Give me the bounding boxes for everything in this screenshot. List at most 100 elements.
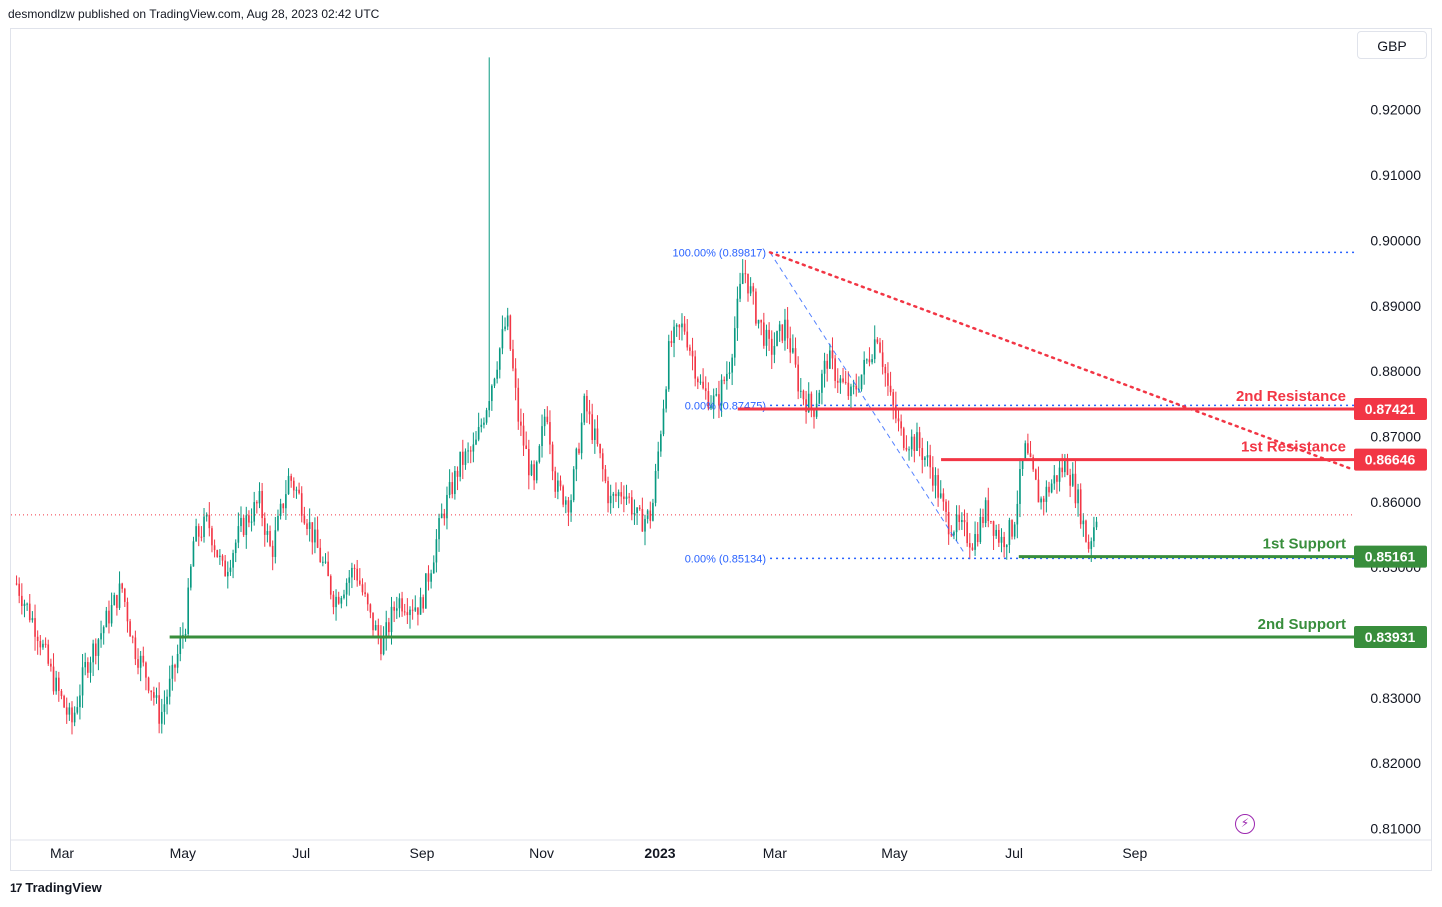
candle-body <box>245 515 248 535</box>
candle-body <box>525 445 527 450</box>
candle-body <box>744 273 747 275</box>
candle-body <box>1085 520 1087 542</box>
candle-body <box>266 531 269 535</box>
candle-body <box>137 659 139 668</box>
candle-body <box>229 567 232 572</box>
candle-body <box>976 534 979 543</box>
candle-body <box>530 464 533 476</box>
candle-body <box>87 661 89 673</box>
candle-body <box>39 641 42 648</box>
candle-body <box>512 349 514 369</box>
candle-body <box>1005 544 1008 548</box>
candle-body <box>596 428 599 444</box>
candle-body <box>992 521 995 536</box>
candle-body <box>448 482 451 495</box>
candle-body <box>741 273 744 284</box>
candle-body <box>509 315 512 350</box>
candle-body <box>1032 457 1034 470</box>
candle-body <box>1074 473 1077 504</box>
candle-body <box>739 283 741 299</box>
candle-body <box>467 450 469 452</box>
candle-body <box>665 389 667 409</box>
candle-body <box>60 690 63 697</box>
candle-body <box>36 636 39 642</box>
candle-body <box>269 531 271 546</box>
candle-body <box>947 511 950 535</box>
candle-body <box>311 522 314 543</box>
candle-body <box>192 541 195 567</box>
candle-body <box>831 350 834 359</box>
candle-body <box>895 405 897 419</box>
candle-body <box>799 390 802 392</box>
fib-label: 0.00% (0.85134) <box>685 553 766 565</box>
candle-body <box>1069 474 1071 486</box>
candle-body <box>216 550 219 557</box>
candle-body <box>1019 469 1021 504</box>
candle-body <box>219 555 221 557</box>
candle-body <box>652 502 654 521</box>
candle-body <box>588 411 591 415</box>
candle-body <box>253 502 256 522</box>
candle-body <box>1095 521 1098 528</box>
candle-body <box>118 583 121 608</box>
candle-body <box>781 324 784 341</box>
candle-body <box>287 475 290 495</box>
candle-body <box>147 677 150 691</box>
candle-body <box>116 595 118 608</box>
candle-body <box>403 611 406 613</box>
candle-body <box>934 475 937 486</box>
candle-body <box>464 451 467 465</box>
candle-body <box>425 573 427 609</box>
candle-body <box>966 522 968 544</box>
y-tick-label: 0.87000 <box>1370 428 1421 444</box>
candle-body <box>998 529 1000 543</box>
candle-body <box>535 461 538 481</box>
candle-body <box>1024 443 1027 459</box>
candle-body <box>359 580 361 585</box>
candle-body <box>150 690 153 693</box>
lightning-icon[interactable]: ⚡ <box>1235 814 1255 834</box>
candle-body <box>667 341 670 390</box>
candle-body <box>153 692 155 698</box>
candle-body <box>731 357 733 373</box>
candle-body <box>913 436 916 451</box>
price-badge-label: 0.87421 <box>1365 401 1416 417</box>
candle-body <box>303 515 306 524</box>
candle-body <box>578 448 580 454</box>
candle-body <box>226 571 229 577</box>
candle-body <box>26 603 28 605</box>
candle-body <box>770 338 773 355</box>
candle-body <box>461 451 464 465</box>
candle-body <box>113 595 116 606</box>
candle-body <box>18 583 21 596</box>
x-tick-label: 2023 <box>644 845 675 861</box>
candle-body <box>1053 475 1056 484</box>
candle-body <box>834 358 836 381</box>
y-tick-label: 0.82000 <box>1370 755 1421 771</box>
level-label: 1st Resistance <box>1241 439 1346 456</box>
candle-body <box>419 597 422 615</box>
candle-body <box>871 359 873 363</box>
candle-body <box>786 319 789 339</box>
candle-body <box>514 368 517 388</box>
candle-body <box>1050 483 1053 493</box>
candle-body <box>158 695 160 724</box>
brand-label: TradingView <box>25 880 102 895</box>
candle-body <box>211 528 213 546</box>
tradingview-logo-icon: 17 <box>10 880 22 895</box>
candle-body <box>522 425 525 446</box>
candle-body <box>81 667 84 696</box>
currency-button[interactable]: GBP <box>1357 31 1427 59</box>
candle-body <box>884 366 887 374</box>
candle-body <box>1040 498 1042 503</box>
candle-body <box>887 373 889 386</box>
candle-body <box>792 348 794 353</box>
candle-body <box>551 444 554 472</box>
tradingview-footer: 17 TradingView <box>10 880 102 895</box>
candle-body <box>197 526 200 537</box>
candle-body <box>620 492 623 497</box>
candle-body <box>546 416 549 423</box>
candle-body <box>110 605 113 624</box>
candle-body <box>670 341 673 344</box>
